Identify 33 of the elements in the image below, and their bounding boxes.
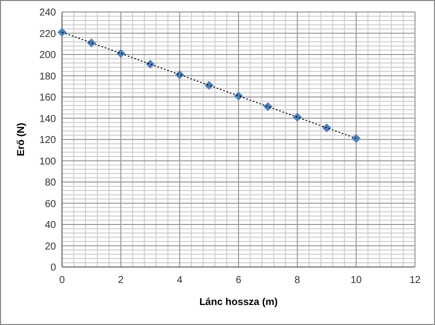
y-tick-label: 120 [39,135,56,146]
point [234,91,243,100]
x-tick-label: 12 [409,275,421,286]
point [86,38,96,48]
point [292,112,302,122]
x-tick-label: 0 [59,275,66,286]
x-tick-label: 8 [294,275,301,286]
point [322,123,332,132]
point [204,80,214,90]
y-tick-label: 40 [44,220,56,231]
y-tick-label: 240 [39,8,56,18]
y-tick-label: 220 [39,28,56,40]
y-tick-label: 60 [44,198,56,210]
y-tick-label: 0 [50,262,56,274]
point [146,60,155,69]
y-tick-label: 80 [44,178,56,188]
x-tick-label: 4 [176,275,183,286]
point [58,28,66,37]
y-tick-label: 180 [39,71,56,82]
x-tick-label: 6 [236,275,242,286]
y-tick-label: 200 [39,50,56,61]
x-tick-label: 10 [350,275,362,286]
y-axis-title: Erő (N) [16,122,27,156]
point [352,134,361,143]
y-tick-label: 100 [39,156,56,168]
point [116,48,126,58]
x-tick-label: 2 [118,275,124,286]
point [175,70,184,80]
y-tick-label: 160 [39,92,56,104]
y-tick-label: 140 [39,114,56,125]
x-axis-title: Lánc hossza (m) [199,297,278,308]
point [263,102,272,112]
y-tick-label: 20 [44,241,56,252]
